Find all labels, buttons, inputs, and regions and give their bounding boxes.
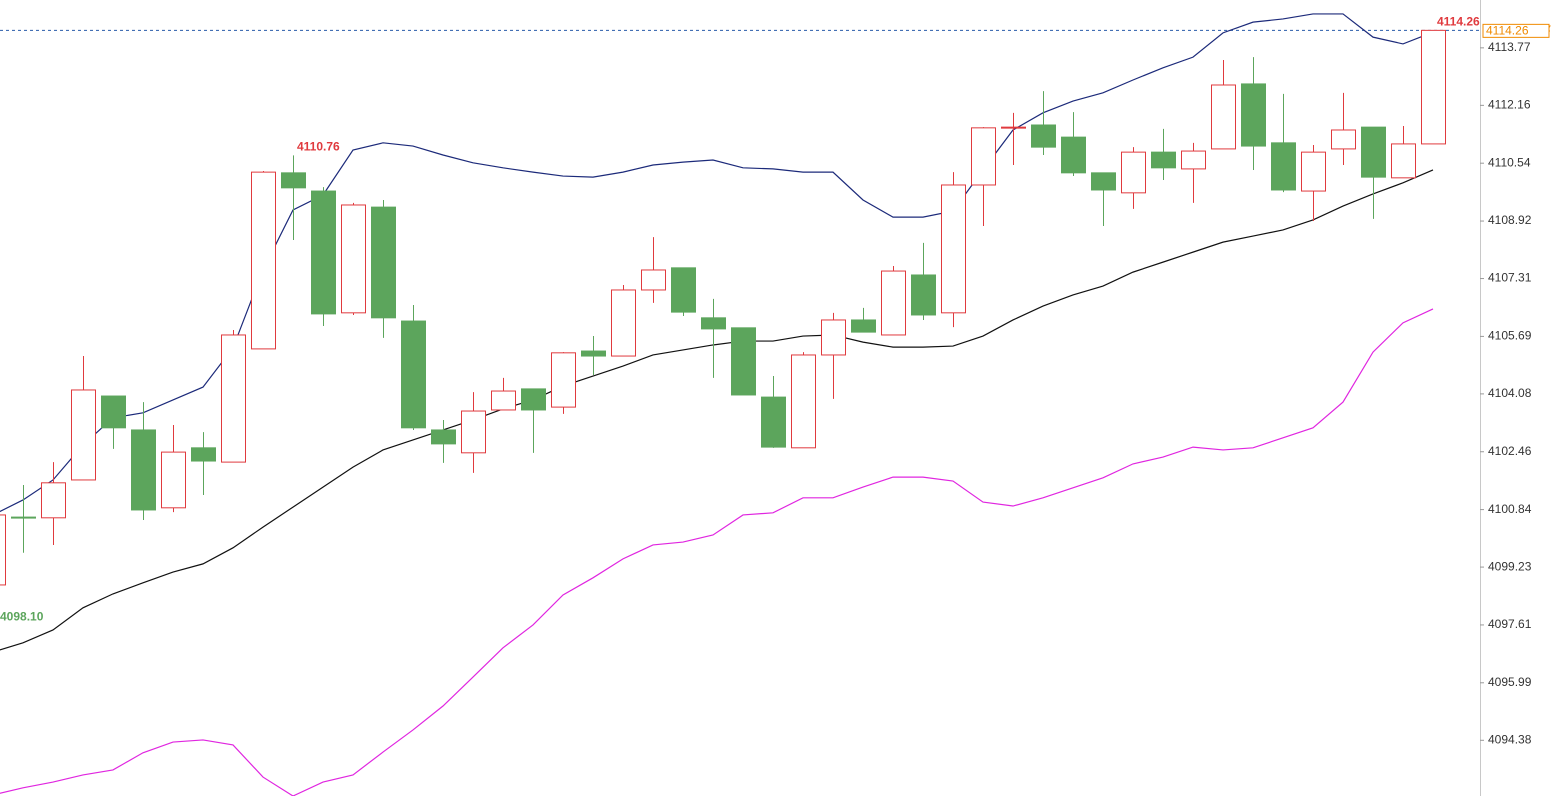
candle-body — [0, 514, 6, 586]
candle-body — [611, 289, 636, 357]
candle-body — [701, 317, 726, 330]
price-annotation: 4110.76 — [297, 140, 340, 154]
candle-body — [1241, 83, 1266, 147]
y-tick-label: 4105.69 — [1488, 329, 1532, 343]
candle-body — [1151, 151, 1176, 169]
candle-body — [1181, 150, 1206, 170]
y-tick-label: 4104.08 — [1488, 386, 1532, 400]
candle-body — [71, 389, 96, 481]
y-tick-label: 4112.16 — [1488, 98, 1531, 112]
candle-body — [341, 204, 366, 314]
candle-body — [851, 319, 876, 333]
candle-body — [101, 395, 126, 429]
y-tick-label: 4107.31 — [1488, 271, 1532, 285]
candle-body — [1331, 129, 1356, 150]
last-price-box — [1482, 23, 1550, 38]
candle-body — [731, 327, 756, 396]
candle-body — [581, 350, 606, 357]
candle-body — [431, 429, 456, 445]
candle-body — [671, 267, 696, 313]
candle-body — [1121, 151, 1146, 194]
indicator-line — [0, 308, 1434, 796]
last-price-label: 4114.26 — [1486, 24, 1529, 38]
candle-body — [281, 172, 306, 189]
candle-body — [791, 354, 816, 449]
y-tick-label: 4110.54 — [1488, 155, 1531, 169]
candle-body — [371, 206, 396, 319]
candle-body — [1031, 124, 1056, 148]
candle-body — [221, 334, 246, 463]
candle-body — [551, 352, 576, 408]
price-annotation: 4098.10 — [0, 610, 44, 624]
candle-body — [1391, 143, 1416, 179]
candle-body — [1361, 126, 1386, 178]
candle-body — [521, 388, 546, 411]
candle-body — [1301, 151, 1326, 192]
candle-body — [941, 184, 966, 314]
candle-body — [1001, 126, 1026, 129]
y-tick-label: 4097.61 — [1488, 617, 1532, 631]
candle-body — [1061, 136, 1086, 174]
candle-body — [1271, 142, 1296, 191]
candle-body — [1091, 172, 1116, 191]
y-tick-label: 4099.23 — [1488, 559, 1532, 573]
candle-body — [191, 447, 216, 462]
candle-body — [251, 171, 276, 350]
y-tick-label: 4108.92 — [1488, 213, 1532, 227]
y-tick-label: 4113.77 — [1488, 40, 1531, 54]
candle-body — [641, 269, 666, 291]
price-annotation: 4114.26 — [1437, 15, 1480, 29]
candle-body — [401, 320, 426, 429]
candle-body — [1211, 84, 1236, 150]
candle-body — [911, 274, 936, 316]
y-tick-label: 4095.99 — [1488, 675, 1532, 689]
candle-body — [1421, 29, 1446, 145]
candle-body — [971, 127, 996, 186]
candle-body — [11, 516, 36, 519]
candle-body — [821, 319, 846, 356]
candle-body — [761, 396, 786, 448]
y-tick-label: 4094.38 — [1488, 732, 1532, 746]
y-tick-label: 4100.84 — [1488, 502, 1532, 516]
y-tick-label: 4102.46 — [1488, 444, 1532, 458]
candle-body — [41, 482, 66, 519]
candle-body — [461, 410, 486, 454]
indicator-line — [0, 169, 1434, 651]
candle-body — [131, 429, 156, 511]
candle-body — [491, 390, 516, 411]
candle-body — [161, 451, 186, 509]
candle-body — [881, 270, 906, 336]
candle-body — [311, 190, 336, 315]
